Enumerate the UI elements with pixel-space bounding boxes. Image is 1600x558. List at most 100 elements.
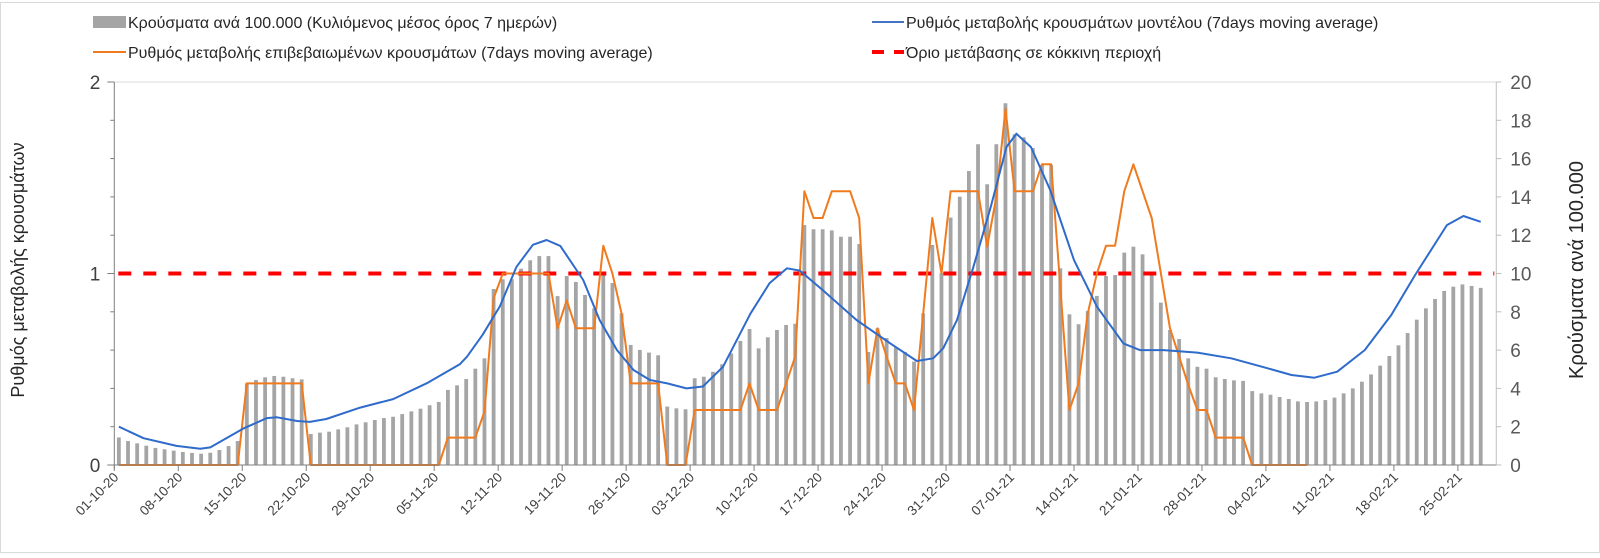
bar-cases (1021, 137, 1026, 465)
bar-cases (1195, 366, 1200, 465)
bar-cases (1241, 380, 1245, 465)
legend-item-threshold[interactable]: Όριο μετάβασης σε κόκκινη περιοχή (872, 45, 1161, 62)
right-tick-label: 0 (1510, 456, 1521, 477)
bar-cases (1286, 398, 1291, 465)
bar-cases (272, 375, 277, 465)
bar-cases (610, 283, 615, 465)
right-tick-label: 10 (1510, 265, 1531, 286)
legend-item-confirmed[interactable]: Ρυθμός μεταβολής επιβεβαιωμένων κρουσμάτ… (93, 45, 653, 62)
bar-cases (537, 256, 542, 465)
bar-cases (1104, 275, 1108, 465)
bar-cases (802, 225, 807, 465)
bar-cases (985, 184, 990, 466)
bar-cases (491, 289, 496, 465)
bar-cases (555, 296, 560, 465)
bar-cases (180, 451, 185, 465)
bar-cases (244, 383, 249, 465)
bar-cases (1423, 308, 1428, 465)
left-tick-label: 1 (90, 265, 101, 286)
bar-cases (775, 329, 779, 465)
bar-cases (455, 385, 459, 465)
bar-cases (199, 453, 204, 465)
bar-cases (601, 275, 606, 465)
bar-cases (1085, 311, 1090, 465)
bar-cases (1076, 324, 1081, 465)
bar-cases (281, 376, 286, 465)
bar-cases (226, 446, 231, 465)
bar-cases (1314, 401, 1319, 465)
bar-cases (857, 244, 862, 465)
bar-cases (418, 408, 423, 465)
bar-cases (153, 447, 158, 465)
bar-cases (912, 361, 916, 465)
bar-cases (290, 378, 295, 465)
bar-cases (436, 401, 441, 465)
bar-cases (391, 416, 395, 465)
bar-cases (1140, 254, 1145, 465)
bar-cases (701, 376, 706, 465)
bar-cases (336, 429, 341, 465)
bar-cases (573, 281, 578, 465)
bar-cases (711, 371, 715, 465)
bar-cases (1122, 252, 1127, 465)
bar-cases (647, 352, 651, 465)
bar-cases (829, 230, 834, 465)
bar-cases (738, 340, 743, 465)
bar-cases (327, 431, 331, 465)
bar-cases (1396, 345, 1401, 465)
bar-cases (1177, 338, 1182, 465)
bar-cases (1250, 391, 1255, 465)
bar-cases (1332, 397, 1337, 465)
bar-cases (747, 329, 752, 465)
bar-cases (208, 452, 213, 465)
bar-cases (1323, 400, 1328, 465)
bar-cases (1222, 379, 1227, 465)
bar-cases (564, 275, 569, 465)
right-tick-label: 20 (1510, 73, 1531, 94)
bar-cases (665, 406, 670, 465)
bar-cases (866, 352, 871, 465)
bar-cases (1341, 393, 1346, 465)
bar-cases (619, 313, 624, 465)
left-axis-title: Ρυθμός μεταβολής κρουσμάτων (8, 142, 28, 397)
bar-cases (628, 344, 633, 465)
bar-cases (372, 419, 377, 465)
bar-cases (820, 229, 825, 465)
bar-cases (1058, 268, 1063, 465)
bar-cases (400, 414, 405, 465)
bar-cases (1113, 275, 1118, 465)
bar-cases (363, 422, 368, 465)
bar-cases (464, 379, 469, 465)
bar-cases (848, 236, 852, 465)
bar-cases (1405, 333, 1410, 465)
bar-cases (1460, 284, 1465, 465)
bar-cases (1204, 368, 1209, 465)
bar-cases (765, 337, 770, 465)
legend-label-threshold: Όριο μετάβασης σε κόκκινη περιοχή (905, 45, 1161, 62)
left-tick-label: 2 (90, 73, 101, 94)
bar-cases (1030, 148, 1035, 465)
bar-cases (1003, 103, 1008, 465)
legend-item-cases[interactable]: Κρούσματα ανά 100.000 (Κυλιόμενος μέσος … (93, 15, 557, 32)
legend-label-confirmed: Ρυθμός μεταβολής επιβεβαιωμένων κρουσμάτ… (128, 45, 653, 62)
bar-cases (720, 364, 725, 465)
bar-cases (1186, 358, 1191, 465)
bar-cases (692, 378, 697, 465)
bar-cases (930, 244, 935, 465)
bar-cases (116, 437, 121, 465)
bar-cases (1414, 319, 1419, 465)
bar-cases (427, 405, 432, 465)
bar-cases (162, 449, 167, 465)
legend-item-model[interactable]: Ρυθμός μεταβολής κρουσμάτων μοντέλου (7d… (872, 15, 1378, 32)
bar-cases (1131, 246, 1136, 465)
bar-cases (875, 328, 880, 465)
line-model-rate (118, 132, 1482, 450)
bar-cases (1296, 401, 1300, 465)
bar-cases (1387, 356, 1392, 465)
bar-cases (308, 433, 313, 465)
bar-cases (1232, 380, 1236, 465)
bar-cases (345, 427, 350, 465)
bar-cases (756, 348, 761, 465)
bar-cases (994, 144, 999, 466)
bar-cases (1469, 285, 1474, 465)
